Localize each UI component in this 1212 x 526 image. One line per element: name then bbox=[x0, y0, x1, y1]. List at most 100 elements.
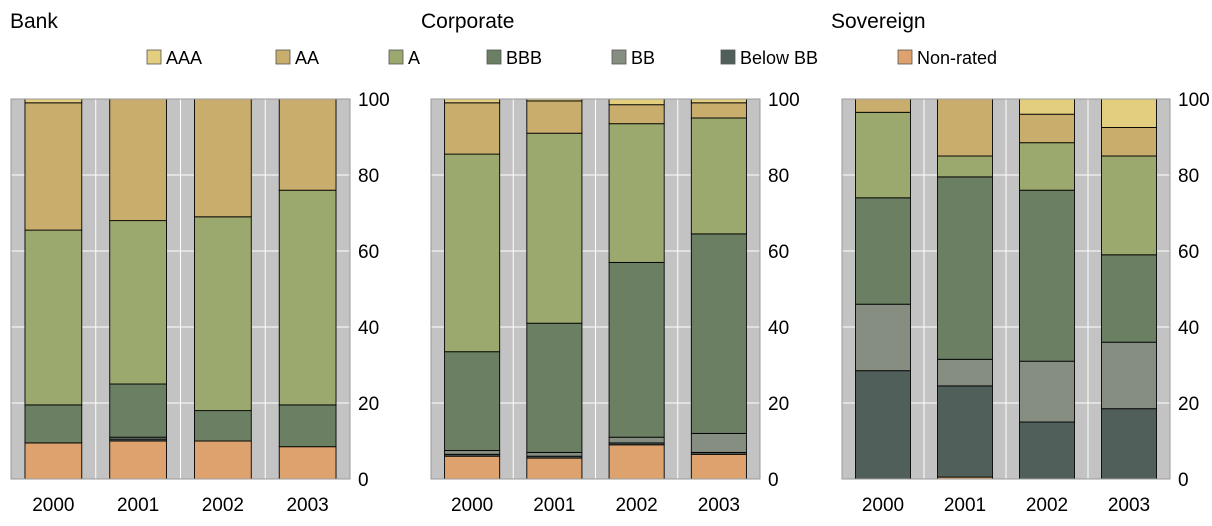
bar-segment bbox=[109, 383, 167, 438]
bar-segment bbox=[1019, 113, 1075, 144]
bar-segment bbox=[1101, 127, 1157, 157]
legend-label: AAA bbox=[166, 48, 202, 68]
y-tick-label: 40 bbox=[358, 318, 379, 339]
y-tick-label: 40 bbox=[1178, 318, 1199, 339]
bar-segment bbox=[526, 132, 583, 324]
bar-segment bbox=[526, 100, 583, 134]
bar-segment bbox=[526, 451, 583, 457]
bar-segment bbox=[1101, 98, 1157, 128]
bar-segment bbox=[194, 98, 252, 218]
bar-segment bbox=[278, 404, 337, 448]
legend-swatch bbox=[388, 49, 404, 65]
x-tick-label: 2002 bbox=[615, 495, 657, 516]
bar-segment bbox=[24, 98, 83, 104]
x-tick-label: 2000 bbox=[862, 495, 904, 516]
legend-label: A bbox=[408, 48, 420, 68]
bar-segment bbox=[24, 442, 83, 480]
x-tick-label: 2000 bbox=[451, 495, 493, 516]
x-tick-label: 2001 bbox=[944, 495, 986, 516]
bar-segment bbox=[937, 385, 993, 478]
y-tick-label: 80 bbox=[1178, 166, 1199, 187]
y-tick-label: 20 bbox=[1178, 394, 1199, 415]
bar-segment bbox=[278, 98, 337, 191]
bar-segment bbox=[526, 322, 583, 453]
y-tick-label: 60 bbox=[1178, 242, 1199, 263]
y-tick-label: 100 bbox=[768, 90, 800, 111]
y-tick-label: 60 bbox=[358, 242, 379, 263]
legend-swatch bbox=[146, 49, 162, 65]
legend-item: AAA bbox=[146, 48, 202, 68]
bar-segment bbox=[690, 233, 747, 434]
bar-segment bbox=[608, 436, 665, 444]
bar-segment bbox=[1019, 421, 1075, 480]
x-tick-label: 2001 bbox=[533, 495, 575, 516]
bar-segment bbox=[1019, 360, 1075, 423]
y-tick-label: 0 bbox=[358, 470, 369, 491]
bar-segment bbox=[24, 229, 83, 406]
x-tick-label: 2002 bbox=[202, 495, 244, 516]
x-tick-label: 2001 bbox=[117, 495, 159, 516]
y-tick-label: 60 bbox=[768, 242, 789, 263]
plot-frame bbox=[841, 98, 1171, 480]
y-tick-label: 100 bbox=[358, 90, 390, 111]
bar-segment bbox=[690, 102, 747, 119]
bar-segment bbox=[444, 450, 501, 455]
chart-panel bbox=[841, 98, 1171, 480]
y-tick-label: 80 bbox=[358, 166, 379, 187]
bar-segment bbox=[937, 98, 993, 157]
bar-segment bbox=[855, 111, 911, 199]
bar-segment bbox=[444, 102, 501, 155]
legend-item: BBB bbox=[486, 48, 542, 68]
bar-segment bbox=[194, 216, 252, 412]
bar-segment bbox=[1019, 189, 1075, 362]
bar-segment bbox=[608, 261, 665, 438]
bar-segment bbox=[608, 123, 665, 263]
chart-title: Sovereign bbox=[831, 10, 926, 33]
bar-segment bbox=[937, 155, 993, 178]
bar-segment bbox=[1101, 408, 1157, 480]
legend-item: A bbox=[388, 48, 420, 68]
bar-segment bbox=[1019, 142, 1075, 191]
y-tick-label: 0 bbox=[1178, 470, 1189, 491]
bar-segment bbox=[194, 410, 252, 442]
bar-segment bbox=[608, 444, 665, 480]
y-tick-label: 80 bbox=[768, 166, 789, 187]
bar-segment bbox=[690, 117, 747, 235]
x-tick-label: 2000 bbox=[32, 495, 74, 516]
legend-label: Non-rated bbox=[917, 48, 997, 68]
bar-segment bbox=[109, 440, 167, 480]
legend-swatch bbox=[275, 49, 291, 65]
x-tick-label: 2003 bbox=[698, 495, 740, 516]
legend-item: Non-rated bbox=[897, 48, 997, 68]
legend-swatch bbox=[897, 49, 913, 65]
bar-segment bbox=[608, 98, 665, 106]
bar-segment bbox=[855, 303, 911, 372]
bar-segment bbox=[1101, 155, 1157, 256]
x-tick-label: 2003 bbox=[286, 495, 328, 516]
bar-segment bbox=[1019, 98, 1075, 115]
bar-segment bbox=[855, 98, 911, 113]
bar-segment bbox=[855, 370, 911, 480]
legend-swatch bbox=[720, 49, 736, 65]
legend-label: AA bbox=[295, 48, 319, 68]
y-tick-label: 100 bbox=[1178, 90, 1210, 111]
x-tick-label: 2002 bbox=[1026, 495, 1068, 516]
plot-frame bbox=[10, 98, 351, 480]
bar-segment bbox=[278, 446, 337, 480]
bar-segment bbox=[855, 197, 911, 305]
x-tick-label: 2003 bbox=[1108, 495, 1150, 516]
bar-segment bbox=[109, 220, 167, 385]
bar-segment bbox=[24, 102, 83, 231]
chart-title: Corporate bbox=[421, 10, 514, 33]
chart-title: Bank bbox=[10, 10, 58, 33]
chart-panel bbox=[10, 98, 351, 480]
legend-item: Below BB bbox=[720, 48, 818, 68]
y-tick-label: 20 bbox=[358, 394, 379, 415]
legend-swatch bbox=[486, 49, 502, 65]
chart-panel bbox=[430, 98, 761, 480]
bar-segment bbox=[690, 453, 747, 480]
legend-item: BB bbox=[611, 48, 655, 68]
bar-segment bbox=[444, 351, 501, 451]
